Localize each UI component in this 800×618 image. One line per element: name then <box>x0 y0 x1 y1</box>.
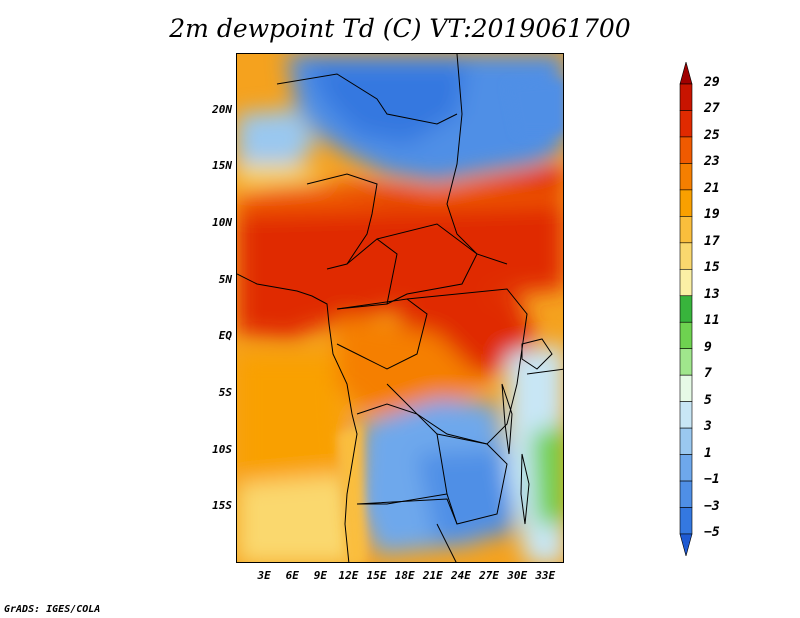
chart-title: 2m dewpoint Td (C) VT:2019061700 <box>169 14 631 43</box>
sahel-northwest-light <box>237 109 317 164</box>
footer-credit: GrADS: IGES/COLA <box>4 604 101 615</box>
border-cameroon <box>336 238 398 310</box>
map-panel <box>236 53 564 563</box>
colorbar-tick-label: 9 <box>704 339 712 355</box>
lon-tick-label: 15E <box>366 569 387 582</box>
colorbar-segment <box>679 242 693 270</box>
colorbar-tick-label: 13 <box>704 286 720 302</box>
border-libya-egypt <box>456 54 463 115</box>
colorbar-tick-label: 19 <box>704 207 720 223</box>
humid-belt-orange <box>237 189 563 214</box>
lon-tick-label: 30E <box>507 569 528 582</box>
colorbar-tick-label: 3 <box>704 419 712 435</box>
east-africa-green <box>532 424 563 524</box>
colorbar-tick-label: 27 <box>704 101 720 117</box>
coastline-guinea <box>237 273 358 562</box>
border-namibia <box>356 498 458 525</box>
border-sudan-chad <box>446 113 508 265</box>
sahel-west-yellow <box>237 164 327 184</box>
colorbar-tick-label: 11 <box>704 313 720 329</box>
colorbar-tick-label: 5 <box>704 392 712 408</box>
sahara-core-dry <box>307 64 467 144</box>
border-tanzania <box>526 368 563 375</box>
lon-tick-label: 21E <box>422 569 443 582</box>
southwest-atlantic-yellow <box>237 474 357 562</box>
lake-victoria <box>521 338 553 370</box>
colorbar-segment <box>679 189 693 217</box>
colorbar-segment <box>679 216 693 244</box>
colorbar-segment <box>679 295 693 323</box>
lon-tick-label: 6E <box>285 569 299 582</box>
lat-tick-label: 15S <box>212 499 232 513</box>
central-africa-orange <box>337 314 487 414</box>
colorbar-segment <box>679 110 693 138</box>
lat-tick-label: 5S <box>218 386 232 399</box>
lat-tick-label: EQ <box>218 329 232 343</box>
colorbar-segment <box>679 401 693 429</box>
colorbar-tick-label: −3 <box>704 498 720 514</box>
lat-tick-label: 20N <box>212 102 232 116</box>
colorbar-tick-label: −1 <box>704 472 720 488</box>
border-car <box>376 223 478 305</box>
colorbar-segment <box>679 321 693 350</box>
lake-malawi <box>520 453 530 525</box>
colorbar-segment <box>679 348 693 376</box>
lon-tick-label: 9E <box>313 569 327 582</box>
lon-tick-label: 3E <box>257 569 271 582</box>
lat-tick-label: 10S <box>212 442 232 456</box>
colorbar-tick-label: 1 <box>704 445 712 461</box>
colorbar-tick-label: 15 <box>704 260 720 276</box>
colorbar-tick-label: 17 <box>704 233 720 249</box>
colorbar-segment <box>679 427 693 455</box>
lake-tanganyika <box>501 383 513 455</box>
colorbar-segment <box>679 374 693 402</box>
colorbar-tick-label: 21 <box>704 180 720 196</box>
colorbar-segment <box>679 268 693 297</box>
colorbar-tick-label: 23 <box>704 154 720 170</box>
lon-tick-label: 33E <box>535 569 556 582</box>
colorbar-segment <box>679 480 693 508</box>
colorbar-tick-label: 25 <box>704 127 720 143</box>
lat-tick-label: 10N <box>212 216 232 229</box>
ethiopia-blue <box>507 79 563 134</box>
colorbar-bottom-arrow <box>679 533 693 556</box>
southern-atlantic-orange <box>237 354 347 484</box>
dewpoint-field-map <box>237 54 563 562</box>
lon-tick-label: 27E <box>479 569 499 582</box>
zambia-dry-zone <box>417 449 517 544</box>
colorbar <box>679 62 693 556</box>
colorbar-segment <box>679 83 693 111</box>
lat-tick-label: 15N <box>212 159 232 173</box>
colorbar-segment <box>679 163 693 191</box>
colorbar-segment <box>679 507 693 535</box>
colorbar-tick-label: 7 <box>704 366 712 382</box>
lon-tick-label: 12E <box>338 569 359 582</box>
lon-tick-label: 24E <box>450 569 471 582</box>
colorbar-tick-label: 29 <box>704 75 720 90</box>
border-drc <box>386 288 528 445</box>
west-coast-strip-orange <box>337 424 365 562</box>
lon-tick-label: 18E <box>394 569 415 582</box>
border-niger-algeria <box>276 73 458 125</box>
colorbar-segment <box>679 136 693 164</box>
colorbar-tick-label: −5 <box>704 525 720 540</box>
gulf-guinea-red <box>237 269 327 339</box>
lat-tick-label: 5N <box>218 272 232 286</box>
border-botswana <box>436 523 457 562</box>
colorbar-top-arrow <box>679 62 693 85</box>
colorbar-segment <box>679 454 693 482</box>
